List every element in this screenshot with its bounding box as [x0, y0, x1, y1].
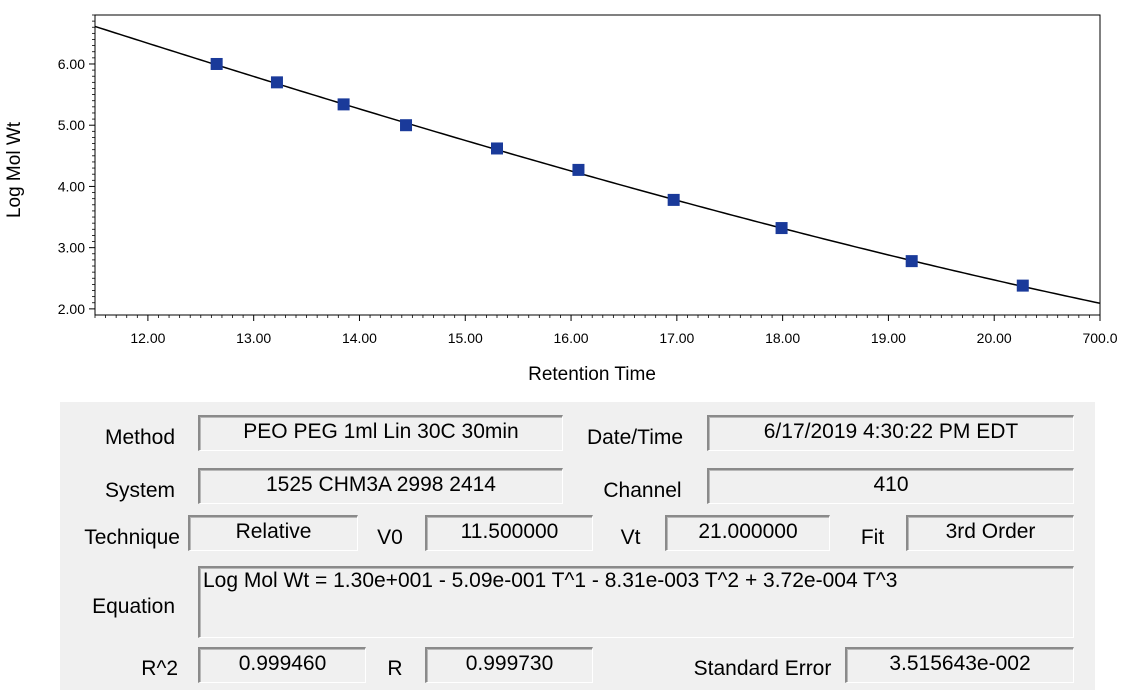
x-axis: 12.00 13.00 14.00 15.00 16.00 17.00 18.00 19.00…	[94, 315, 1118, 346]
y-axis: 2.00 3.00 4.00 5.00 6.00	[58, 14, 95, 317]
x-tick-label: 13.00	[236, 330, 271, 346]
y-tick-label: 6.00	[58, 56, 85, 72]
vt-field[interactable]: 21.000000	[665, 515, 830, 551]
stderr-label: Standard Error	[693, 657, 832, 680]
x-tick-label: 700.0	[1082, 330, 1117, 346]
data-points	[210, 57, 1029, 292]
data-point	[667, 193, 680, 206]
x-tick-label: 16.00	[554, 330, 589, 346]
data-point	[905, 255, 918, 268]
r-label: R	[387, 657, 403, 680]
calibration-info-panel: Method PEO PEG 1ml Lin 30C 30min Date/Ti…	[60, 402, 1095, 690]
x-tick-label: 17.00	[659, 330, 694, 346]
v0-field[interactable]: 11.500000	[425, 515, 593, 551]
data-point	[337, 98, 350, 111]
x-tick-label: 12.00	[130, 330, 165, 346]
data-point	[775, 222, 788, 235]
method-field[interactable]: PEO PEG 1ml Lin 30C 30min	[198, 415, 563, 451]
data-point	[400, 119, 413, 132]
x-tick-label: 14.00	[342, 330, 377, 346]
datetime-field[interactable]: 6/17/2019 4:30:22 PM EDT	[707, 415, 1074, 451]
datetime-label: Date/Time	[586, 426, 684, 449]
data-point	[1016, 279, 1029, 292]
y-axis-label: Log Mol Wt	[4, 121, 25, 218]
calibration-chart: 12.00 13.00 14.00 15.00 16.00 17.00 18.00 19.00…	[4, 14, 1118, 385]
data-point	[270, 76, 283, 89]
channel-label: Channel	[603, 479, 682, 502]
technique-label: Technique	[84, 526, 180, 549]
system-label: System	[104, 479, 175, 502]
stderr-field[interactable]: 3.515643e-002	[845, 647, 1074, 683]
technique-field[interactable]: Relative	[188, 515, 358, 551]
data-point	[572, 163, 585, 176]
r2-field[interactable]: 0.999460	[198, 647, 366, 683]
x-axis-label: Retention Time	[528, 364, 656, 385]
fit-curve	[94, 25, 1101, 305]
y-tick-label: 2.00	[58, 301, 85, 317]
data-point	[491, 142, 503, 155]
v0-label: V0	[377, 526, 403, 549]
system-field[interactable]: 1525 CHM3A 2998 2414	[198, 468, 563, 504]
y-tick-label: 5.00	[58, 117, 85, 133]
fit-field[interactable]: 3rd Order	[906, 515, 1074, 551]
equation-field[interactable]: Log Mol Wt = 1.30e+001 - 5.09e-001 T^1 -…	[198, 566, 1074, 638]
x-tick-label: 19.00	[871, 330, 906, 346]
channel-field[interactable]: 410	[707, 468, 1074, 504]
vt-label: Vt	[620, 526, 641, 549]
y-tick-label: 3.00	[58, 240, 85, 256]
data-point	[210, 57, 223, 70]
fit-label: Fit	[860, 526, 885, 549]
equation-label: Equation	[92, 595, 175, 618]
x-tick-label: 15.00	[448, 330, 483, 346]
x-tick-label: 18.00	[765, 330, 800, 346]
r2-label: R^2	[141, 657, 178, 680]
r-field[interactable]: 0.999730	[425, 647, 593, 683]
y-tick-label: 4.00	[58, 178, 85, 194]
x-tick-label: 20.00	[977, 330, 1012, 346]
method-label: Method	[104, 426, 175, 449]
